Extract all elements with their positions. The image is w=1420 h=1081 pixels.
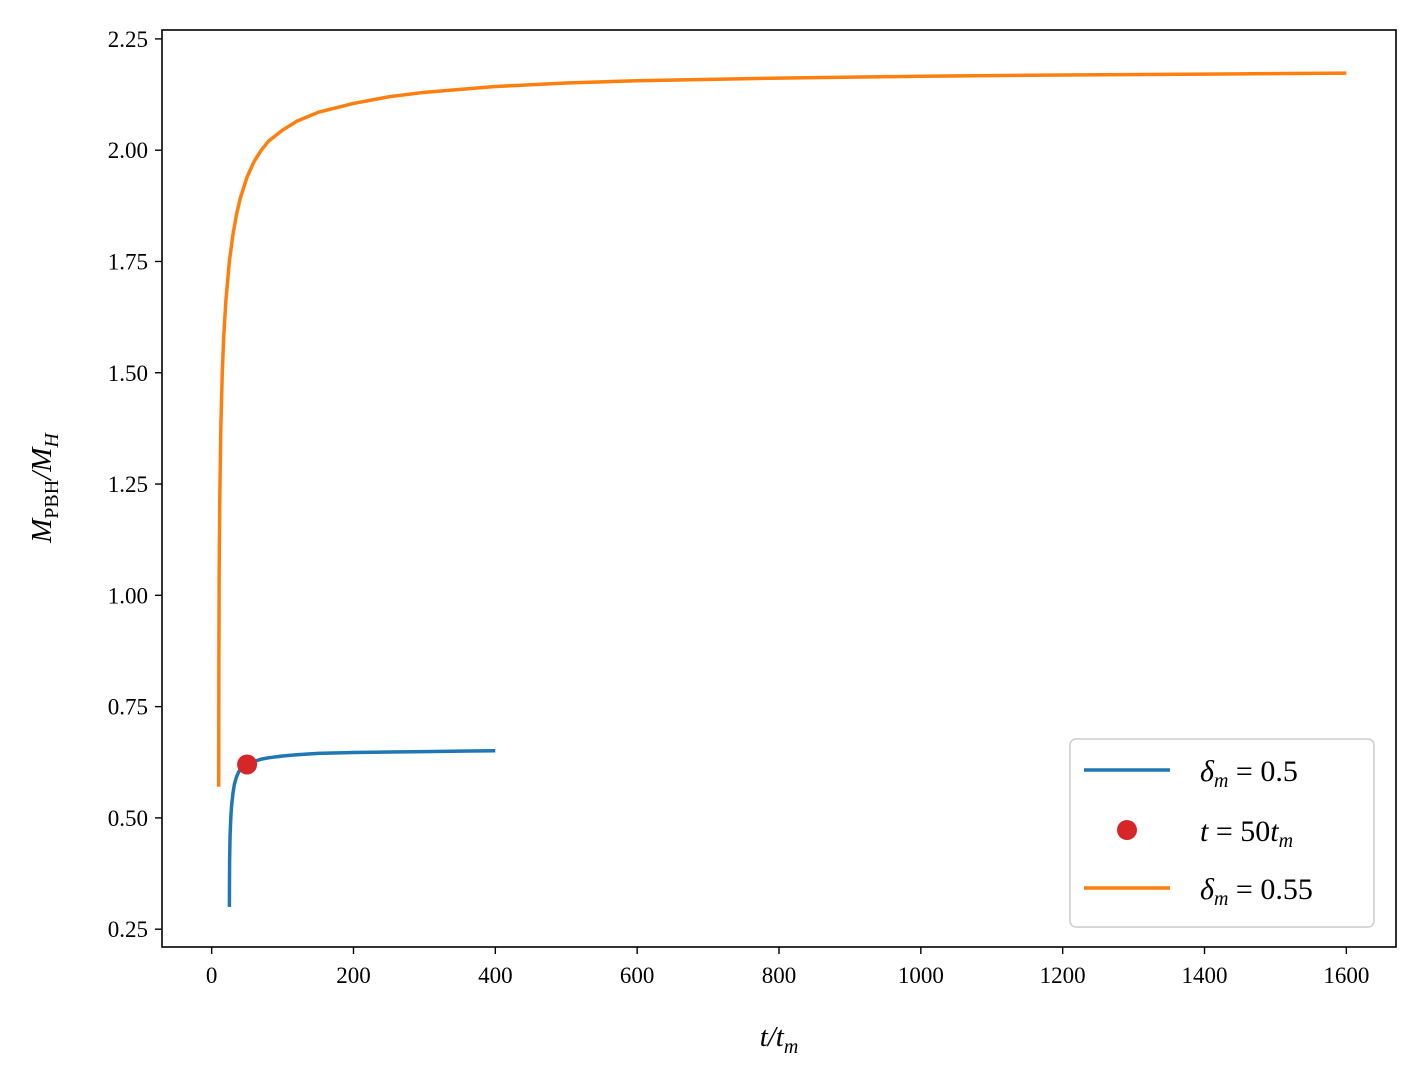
x-tick-label: 1400 (1182, 963, 1228, 988)
y-tick-label: 1.25 (108, 472, 148, 497)
x-tick-label: 0 (206, 963, 218, 988)
x-tick-label: 200 (336, 963, 371, 988)
series-marker-1 (237, 754, 258, 775)
x-axis-label: t/tm (760, 1021, 799, 1058)
x-tick-label: 1200 (1040, 963, 1086, 988)
y-tick-label: 0.75 (108, 695, 148, 720)
y-tick-label: 1.00 (108, 583, 148, 608)
x-tick-label: 1000 (898, 963, 944, 988)
y-tick-label: 1.50 (108, 361, 148, 386)
y-tick-label: 1.75 (108, 249, 148, 274)
x-tick-label: 600 (620, 963, 655, 988)
y-axis: 0.25 0.50 0.75 1.00 1.25 1.50 1.75 2.00 2.25 (108, 27, 162, 942)
legend-label-t-50: t = 50tm (1200, 815, 1293, 852)
series-layer (216, 71, 1347, 907)
x-tick-label: 800 (762, 963, 797, 988)
legend-label-delta-0-5: δm = 0.5 (1200, 755, 1298, 792)
x-tick-label: 1600 (1323, 963, 1369, 988)
y-tick-label: 0.50 (108, 806, 148, 831)
series-line-2 (216, 71, 1347, 787)
legend-frame (1069, 738, 1375, 928)
x-tick-label: 400 (478, 963, 513, 988)
legend: δm = 0.5 t = 50tm δm = 0.55 (1069, 738, 1375, 928)
y-tick-label: 2.00 (108, 138, 148, 163)
y-tick-label: 2.25 (108, 27, 148, 52)
legend-marker-t-50 (1117, 820, 1137, 840)
x-axis: 0 200 400 600 800 1000 1200 1400 1600 (206, 947, 1369, 988)
y-tick-label: 0.25 (108, 917, 148, 942)
legend-label-delta-0-55: δm = 0.55 (1200, 873, 1313, 910)
y-axis-label: MPBH/MH (26, 432, 63, 544)
